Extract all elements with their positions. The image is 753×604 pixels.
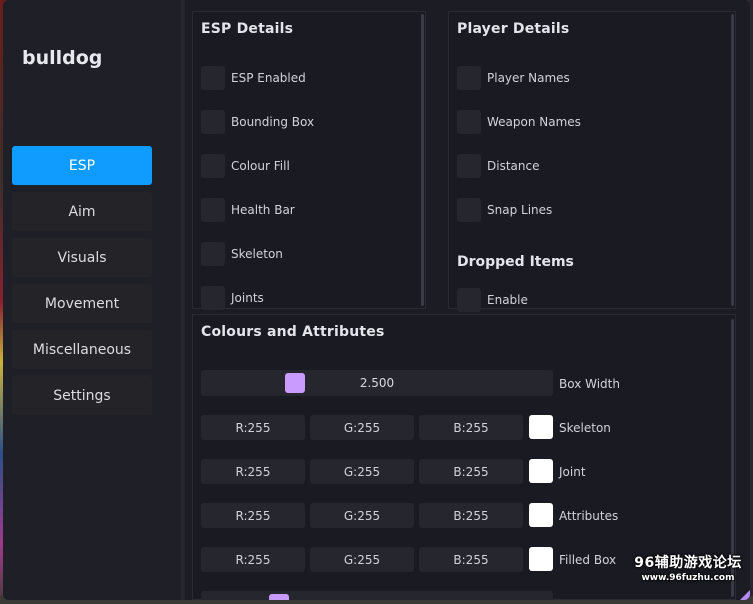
filled-box-b-field[interactable]: B:255	[419, 547, 523, 572]
colour-fill-checkbox[interactable]: Colour Fill	[201, 154, 290, 178]
dropped-enable-checkbox[interactable]: Enable	[457, 288, 528, 312]
skeleton-b-field[interactable]: B:255	[419, 415, 523, 440]
esp-details-panel: ESP Details ESP Enabled Bounding Box Col…	[192, 11, 426, 310]
skeleton-color-swatch[interactable]	[529, 415, 553, 439]
background-game-bottom	[0, 596, 753, 604]
nav-item-aim[interactable]: Aim	[12, 192, 152, 231]
joint-color-swatch[interactable]	[529, 459, 553, 483]
checkbox-label: Bounding Box	[231, 115, 315, 129]
checkbox-label: Snap Lines	[487, 203, 553, 217]
distance-checkbox[interactable]: Distance	[457, 154, 539, 178]
checkbox-box[interactable]	[457, 288, 481, 312]
joint-color-label: Joint	[559, 465, 586, 479]
skeleton-checkbox[interactable]: Skeleton	[201, 242, 283, 266]
checkbox-label: Skeleton	[231, 247, 283, 261]
slider-thumb[interactable]	[269, 594, 289, 600]
nav-item-visuals[interactable]: Visuals	[12, 238, 152, 277]
watermark-title: 96辅助游戏论坛	[634, 555, 742, 571]
nav-item-movement[interactable]: Movement	[12, 284, 152, 323]
esp-details-title: ESP Details	[201, 21, 294, 37]
watermark: 96辅助游戏论坛 www.96fuzhu.com	[628, 552, 748, 583]
slider-value: 2.500	[359, 376, 395, 390]
resize-grip-icon[interactable]	[740, 590, 750, 600]
skeleton-r-field[interactable]: R:255	[201, 415, 305, 440]
colours-scrollbar[interactable]	[731, 319, 734, 597]
player-details-scrollbar[interactable]	[731, 14, 734, 306]
attributes-color-swatch[interactable]	[529, 503, 553, 527]
esp-enabled-checkbox[interactable]: ESP Enabled	[201, 66, 306, 90]
checkbox-box[interactable]	[201, 198, 225, 222]
checkbox-box[interactable]	[201, 242, 225, 266]
player-details-title: Player Details	[457, 21, 570, 37]
box-width-slider[interactable]: 2.500	[201, 370, 553, 396]
joint-b-field[interactable]: B:255	[419, 459, 523, 484]
nav-item-settings[interactable]: Settings	[12, 376, 152, 415]
player-names-checkbox[interactable]: Player Names	[457, 66, 570, 90]
checkbox-label: ESP Enabled	[231, 71, 306, 85]
checkbox-box[interactable]	[457, 110, 481, 134]
checkbox-box[interactable]	[201, 154, 225, 178]
checkbox-label: Enable	[487, 293, 528, 307]
colours-attributes-panel: Colours and Attributes 2.500 Box Width R…	[192, 314, 736, 600]
checkbox-label: Joints	[231, 291, 264, 305]
filled-box-color-swatch[interactable]	[529, 547, 553, 571]
filled-box-color-label: Filled Box	[559, 553, 617, 567]
checkbox-box[interactable]	[457, 66, 481, 90]
attributes-r-field[interactable]: R:255	[201, 503, 305, 528]
sidebar: bulldog ESP Aim Visuals Movement Miscell…	[3, 0, 181, 600]
checkbox-label: Colour Fill	[231, 159, 290, 173]
checkbox-label: Distance	[487, 159, 540, 173]
sidebar-divider	[181, 0, 185, 600]
checkbox-box[interactable]	[201, 66, 225, 90]
filled-box-g-field[interactable]: G:255	[310, 547, 414, 572]
nav-item-esp[interactable]: ESP	[12, 146, 152, 185]
brand-title: bulldog	[22, 47, 103, 69]
snap-lines-checkbox[interactable]: Snap Lines	[457, 198, 552, 222]
nav-item-miscellaneous[interactable]: Miscellaneous	[12, 330, 152, 369]
checkbox-box[interactable]	[457, 154, 481, 178]
next-slider-partial[interactable]	[201, 591, 553, 600]
checkbox-label: Player Names	[487, 71, 570, 85]
checkbox-box[interactable]	[201, 110, 225, 134]
checkbox-label: Weapon Names	[487, 115, 581, 129]
skeleton-g-field[interactable]: G:255	[310, 415, 414, 440]
dropped-items-title: Dropped Items	[457, 254, 574, 270]
health-bar-checkbox[interactable]: Health Bar	[201, 198, 295, 222]
checkbox-box[interactable]	[201, 286, 225, 310]
attributes-g-field[interactable]: G:255	[310, 503, 414, 528]
player-details-panel: Player Details Player Names Weapon Names…	[448, 11, 736, 312]
filled-box-r-field[interactable]: R:255	[201, 547, 305, 572]
joints-checkbox[interactable]: Joints	[201, 286, 264, 310]
bounding-box-checkbox[interactable]: Bounding Box	[201, 110, 314, 134]
watermark-url: www.96fuzhu.com	[641, 573, 735, 583]
skeleton-color-label: Skeleton	[559, 421, 611, 435]
slider-thumb[interactable]	[285, 373, 305, 393]
nav-menu: ESP Aim Visuals Movement Miscellaneous S…	[12, 146, 152, 422]
attributes-b-field[interactable]: B:255	[419, 503, 523, 528]
joint-g-field[interactable]: G:255	[310, 459, 414, 484]
colours-attributes-title: Colours and Attributes	[201, 324, 385, 340]
weapon-names-checkbox[interactable]: Weapon Names	[457, 110, 581, 134]
checkbox-label: Health Bar	[231, 203, 295, 217]
esp-details-scrollbar[interactable]	[421, 14, 424, 306]
cheat-menu-window: bulldog ESP Aim Visuals Movement Miscell…	[3, 0, 750, 600]
joint-r-field[interactable]: R:255	[201, 459, 305, 484]
attributes-color-label: Attributes	[559, 509, 619, 523]
box-width-label: Box Width	[559, 377, 620, 391]
checkbox-box[interactable]	[457, 198, 481, 222]
